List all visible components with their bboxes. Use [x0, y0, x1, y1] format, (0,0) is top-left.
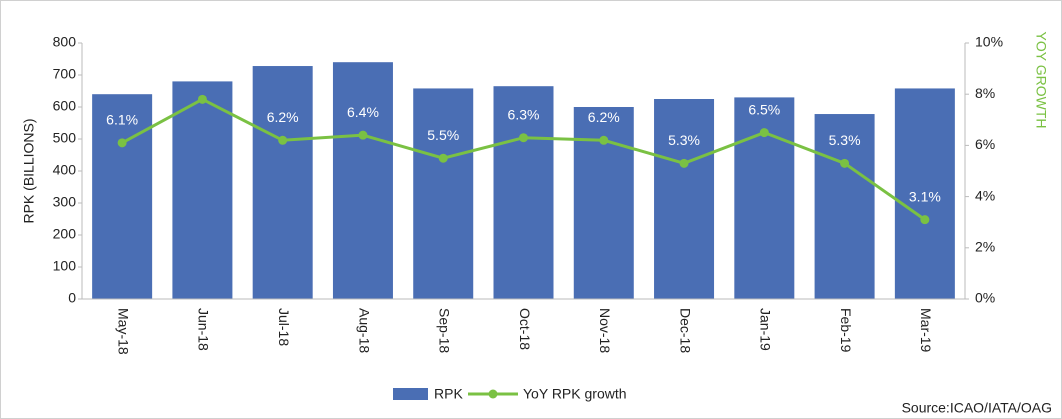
x-tick-label: Sep-18: [437, 308, 453, 353]
bar: [252, 66, 313, 299]
y-tick-label: 600: [53, 98, 77, 114]
legend-swatch: [393, 388, 428, 400]
data-label: 6.2%: [267, 109, 299, 125]
source-note: Source:ICAO/IATA/OAG: [902, 400, 1052, 416]
x-tick-label: Jun-18: [196, 308, 212, 351]
data-label: 5.3%: [829, 132, 861, 148]
data-label: 7.8%: [186, 68, 218, 84]
y-tick-label: 400: [53, 162, 77, 178]
x-tick-label: Jul-18: [276, 308, 292, 346]
bar: [894, 88, 955, 299]
bar: [92, 94, 153, 299]
line-point: [438, 153, 448, 163]
y-tick-label: 100: [53, 258, 77, 274]
y-tick-label: 300: [53, 194, 77, 210]
bar: [734, 97, 795, 300]
legend-label: YoY RPK growth: [523, 386, 627, 402]
bar: [332, 62, 393, 300]
y2-tick-label: 4%: [975, 187, 995, 203]
legend-label: RPK: [434, 386, 463, 402]
bar: [172, 81, 233, 300]
y2-tick-label: 6%: [975, 136, 995, 152]
data-label: 5.3%: [668, 132, 700, 148]
y2-tick-label: 10%: [975, 34, 1003, 50]
data-label: 5.5%: [427, 127, 459, 143]
line-point: [278, 135, 288, 145]
y2-tick-label: 0%: [975, 290, 995, 306]
legend-swatch: [488, 389, 498, 399]
line-point: [117, 138, 127, 148]
y-tick-label: 800: [53, 34, 77, 50]
x-tick-label: Aug-18: [356, 308, 372, 353]
data-label: 6.4%: [347, 104, 379, 120]
data-label: 3.1%: [909, 188, 941, 204]
bar: [493, 86, 554, 299]
line-point: [519, 133, 528, 143]
y2-tick-label: 2%: [975, 239, 995, 255]
bar: [814, 114, 875, 299]
y-tick-label: 500: [53, 130, 77, 146]
y-tick-label: 200: [53, 226, 77, 242]
line-point: [920, 215, 930, 225]
data-label: 6.3%: [508, 106, 540, 122]
x-tick-label: Jan-19: [758, 308, 774, 351]
x-tick-label: Oct-18: [517, 308, 533, 350]
data-label: 6.5%: [748, 101, 780, 117]
y-axis-title: RPK (BILLIONS): [21, 118, 37, 223]
y2-tick-label: 8%: [975, 85, 995, 101]
line-point: [840, 158, 850, 168]
line-point: [197, 94, 207, 104]
x-tick-label: Mar-19: [918, 308, 934, 353]
data-label: 6.2%: [588, 109, 620, 125]
x-tick-label: Nov-18: [597, 308, 613, 353]
line-point: [358, 130, 368, 140]
line-point: [759, 128, 769, 138]
y-tick-label: 0: [68, 290, 76, 306]
line-point: [599, 135, 609, 145]
x-tick-label: May-18: [115, 308, 131, 355]
line-point: [679, 158, 689, 168]
y-tick-label: 700: [53, 66, 77, 82]
bar: [413, 88, 474, 299]
data-label: 6.1%: [106, 112, 138, 128]
x-tick-label: Feb-19: [838, 308, 854, 353]
x-tick-label: Dec-18: [677, 308, 693, 353]
bar: [654, 99, 715, 299]
y2-axis-title: YOY GROWTH: [1033, 32, 1049, 129]
